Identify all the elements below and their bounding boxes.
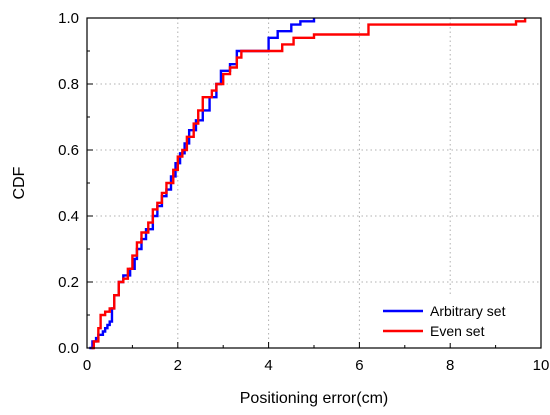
ticks [86, 17, 542, 349]
tick-labels: 0 2 4 6 8 10 0.0 0.2 0.4 0.6 0.8 1.0 [58, 10, 549, 374]
y-axis-title: CDF [11, 166, 28, 199]
grid [87, 18, 541, 348]
y-tick-label: 0.4 [58, 208, 79, 225]
y-tick-label: 0.8 [58, 76, 79, 93]
legend-label-even-set: Even set [430, 323, 485, 339]
y-tick-label: 1.0 [58, 10, 79, 27]
legend: Arbitrary set Even set [376, 295, 536, 343]
series-line-even-set [91, 18, 527, 350]
legend-box [376, 295, 536, 343]
x-tick-label: 2 [174, 357, 182, 374]
x-tick-label: 10 [533, 357, 550, 374]
plot-area [87, 18, 541, 348]
y-tick-label: 0.6 [58, 142, 79, 159]
y-tick-label: 0.2 [58, 274, 79, 291]
series-layer [89, 18, 527, 350]
y-tick-label: 0.0 [58, 340, 79, 357]
x-tick-label: 8 [446, 357, 454, 374]
x-axis-title: Positioning error(cm) [240, 390, 388, 407]
x-tick-label: 6 [355, 357, 363, 374]
legend-label-arbitrary-set: Arbitrary set [430, 303, 506, 319]
x-tick-label: 4 [264, 357, 272, 374]
x-tick-label: 0 [83, 357, 91, 374]
